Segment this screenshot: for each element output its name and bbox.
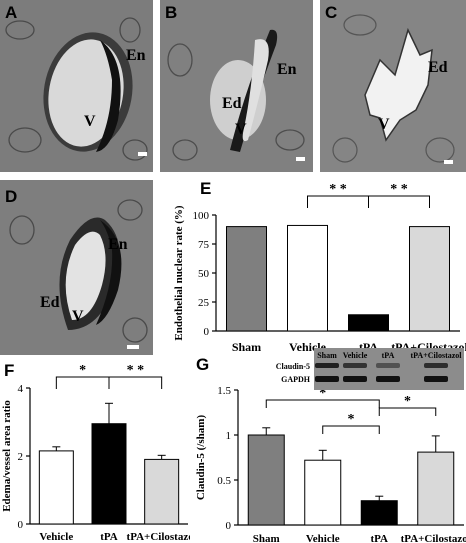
significance-marker: * (404, 394, 411, 409)
blot-row-label: Claudin-5 (276, 362, 310, 371)
blot-lane-label: tPA+Cilostazol (410, 351, 462, 360)
bar (409, 226, 450, 332)
panel-label-d: D (5, 187, 18, 206)
significance-bracket (378, 407, 437, 416)
western-blot (314, 348, 464, 390)
gapdh-band (343, 376, 367, 382)
panel-label-c: C (325, 3, 338, 22)
endothelium-label: En (108, 236, 128, 253)
scale-bar (138, 152, 147, 156)
x-tick-label: Vehicle (306, 533, 340, 543)
claudin-5-band (376, 363, 400, 368)
significance-bracket (307, 195, 369, 208)
significance-marker: * * (329, 182, 347, 197)
y-tick-label: 25 (198, 297, 210, 309)
micrograph-c: C Ed V (320, 0, 466, 172)
bar (38, 450, 74, 525)
scale-bar (444, 160, 453, 164)
x-tick-label: tPA+Cilostazol (401, 533, 466, 543)
claudin-5-band (424, 363, 448, 368)
bar (417, 451, 455, 526)
bar (247, 434, 285, 526)
chart-e: 0 25 50 75 100 Endothelial nuclear rate (%) Sh… (173, 182, 466, 354)
gapdh-band (315, 376, 339, 382)
chart-g: 0 0.5 1 1.5 Claudin-5 (/sham) Sham Vehicle tPA t… (195, 348, 466, 543)
endothelium-label: En (126, 47, 146, 64)
gapdh-band (424, 376, 448, 382)
blot-lane-label: Sham (317, 351, 337, 360)
y-tick-label: 50 (198, 268, 210, 280)
significance-marker: * * (127, 363, 145, 378)
panel-label-f: F (4, 361, 15, 380)
y-tick-label: 75 (198, 239, 210, 251)
y-axis-label: Claudin-5 (/sham) (195, 415, 207, 501)
significance-bracket (368, 195, 430, 208)
micrograph-b-image (160, 0, 313, 172)
panel-label-b: B (165, 3, 178, 22)
edema-label: Ed (40, 294, 60, 311)
blot-lane-label: Vehicle (343, 351, 368, 360)
micrograph-a: A En V (0, 0, 153, 172)
gapdh-band (376, 376, 400, 382)
micrograph-c-image (320, 0, 466, 172)
significance-marker: * (319, 386, 326, 401)
y-tick-label: 0 (204, 326, 210, 338)
bar (287, 224, 328, 332)
significance-bracket (108, 376, 163, 389)
y-tick-label: 1.5 (217, 385, 231, 397)
bar (348, 314, 389, 332)
claudin-5-band (315, 363, 339, 368)
vessel-label: V (72, 308, 84, 325)
y-tick-label: 1 (226, 430, 232, 442)
y-axis-label: Endothelial nuclear rate (%) (173, 205, 185, 340)
scale-bar (127, 345, 139, 349)
bar (91, 423, 127, 525)
significance-bracket (265, 399, 380, 408)
vessel-label: V (235, 121, 247, 138)
y-tick-label: 100 (193, 210, 210, 222)
vessel-label: V (84, 113, 96, 130)
chart-f: 0 2 4 Edema/vessel area ratio Vehicle tPA tPA+… (1, 363, 190, 543)
significance-marker: * * (390, 182, 408, 197)
claudin-5-band (343, 363, 367, 368)
bar (226, 226, 267, 332)
panel-label-a: A (5, 3, 18, 22)
bar (360, 500, 398, 526)
micrograph-b: B En Ed V (160, 0, 313, 172)
endothelium-label: En (277, 61, 297, 78)
bar (304, 459, 342, 526)
y-tick-label: 4 (18, 383, 24, 395)
y-axis-label: Edema/vessel area ratio (1, 400, 13, 512)
x-tick-label: Sham (232, 340, 261, 354)
significance-bracket (322, 425, 380, 434)
y-tick-label: 0 (18, 519, 24, 531)
panel-label-g: G (196, 355, 210, 374)
blot-row-label: GAPDH (281, 375, 311, 384)
x-tick-label: tPA+Cilostazol (127, 531, 190, 543)
bar (144, 458, 180, 525)
significance-marker: * (348, 412, 355, 427)
y-tick-label: 2 (18, 451, 24, 463)
micrograph-d-image (0, 180, 153, 355)
micrograph-d: D En Ed V (0, 180, 153, 355)
micrograph-a-image (0, 0, 153, 172)
y-tick-label: 0 (226, 520, 232, 532)
blot-lane-label: tPA (382, 351, 395, 360)
significance-bracket (55, 376, 110, 389)
edema-label: Ed (222, 95, 242, 112)
panel-label-e: E (200, 179, 212, 198)
significance-marker: * (79, 363, 86, 378)
scale-bar (296, 157, 305, 161)
edema-label: Ed (428, 59, 448, 76)
x-tick-label: Sham (253, 533, 280, 543)
x-tick-label: Vehicle (39, 531, 73, 543)
y-tick-label: 0.5 (217, 475, 231, 487)
x-tick-label: tPA (100, 531, 118, 543)
vessel-label: V (378, 116, 390, 133)
x-tick-label: tPA (370, 533, 388, 543)
